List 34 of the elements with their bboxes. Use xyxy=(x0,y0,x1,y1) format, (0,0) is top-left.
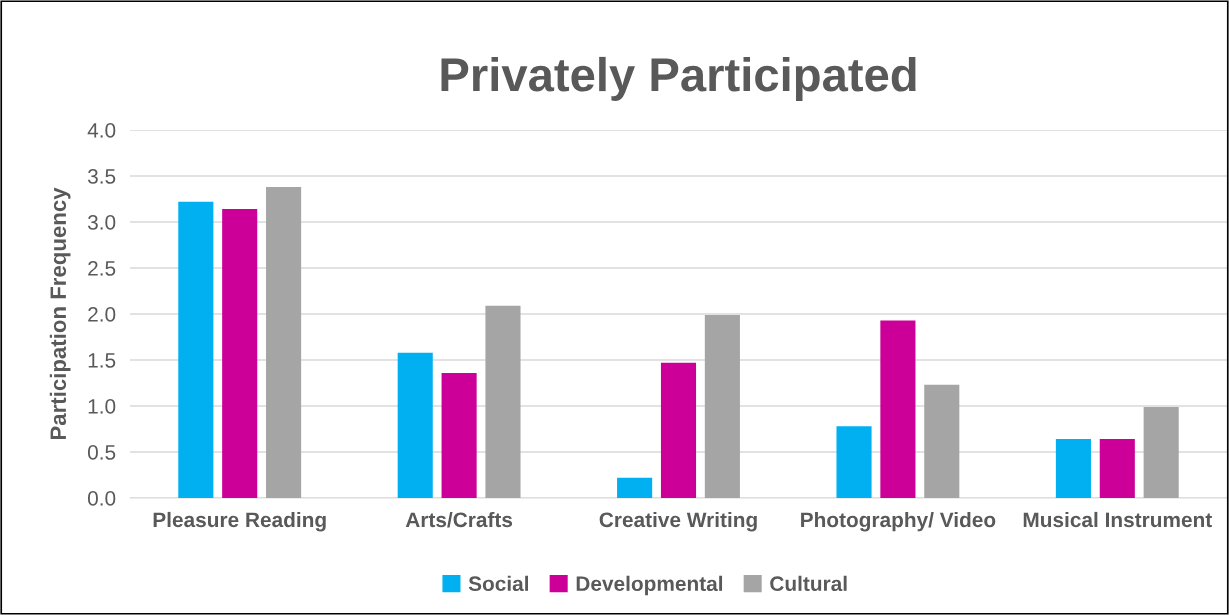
x-tick-label: Arts/Crafts xyxy=(405,511,513,528)
y-tick-label: 1.0 xyxy=(88,399,116,414)
y-tick-label: 2.5 xyxy=(88,261,116,276)
bar xyxy=(441,372,477,498)
y-axis-title: Participation Frequency xyxy=(49,187,71,440)
y-tick-label: 3.0 xyxy=(87,215,116,230)
bar xyxy=(880,320,916,498)
x-tick-label: Musical Instrument xyxy=(1023,511,1212,528)
bar xyxy=(1099,439,1135,498)
bar xyxy=(617,477,653,498)
y-tick-label: 3.5 xyxy=(87,169,116,184)
bar xyxy=(266,187,302,498)
legend-label: Cultural xyxy=(770,575,847,592)
bar xyxy=(485,305,521,498)
y-tick-label: 2.0 xyxy=(88,307,116,322)
y-tick-label: 0.5 xyxy=(87,445,116,460)
x-tick-label: Photography/ Video xyxy=(801,511,996,532)
y-tick-label: 1.5 xyxy=(88,353,116,368)
bar xyxy=(178,201,214,498)
legend-label: Social xyxy=(468,575,529,592)
bar xyxy=(660,362,697,498)
bar xyxy=(836,426,872,498)
bar xyxy=(1143,406,1179,498)
bar xyxy=(1055,439,1091,498)
x-tick-label: Pleasure Reading xyxy=(153,511,326,532)
y-tick-label: 4.0 xyxy=(87,123,116,138)
chart-title: Privately Participated xyxy=(441,56,916,101)
bar xyxy=(704,314,740,498)
x-tick-label: Creative Writing xyxy=(599,511,757,532)
bar xyxy=(397,352,433,498)
legend-label: Developmental xyxy=(576,575,723,596)
bar xyxy=(924,384,960,498)
y-tick-label: 0.0 xyxy=(87,491,116,506)
bar xyxy=(222,209,258,498)
